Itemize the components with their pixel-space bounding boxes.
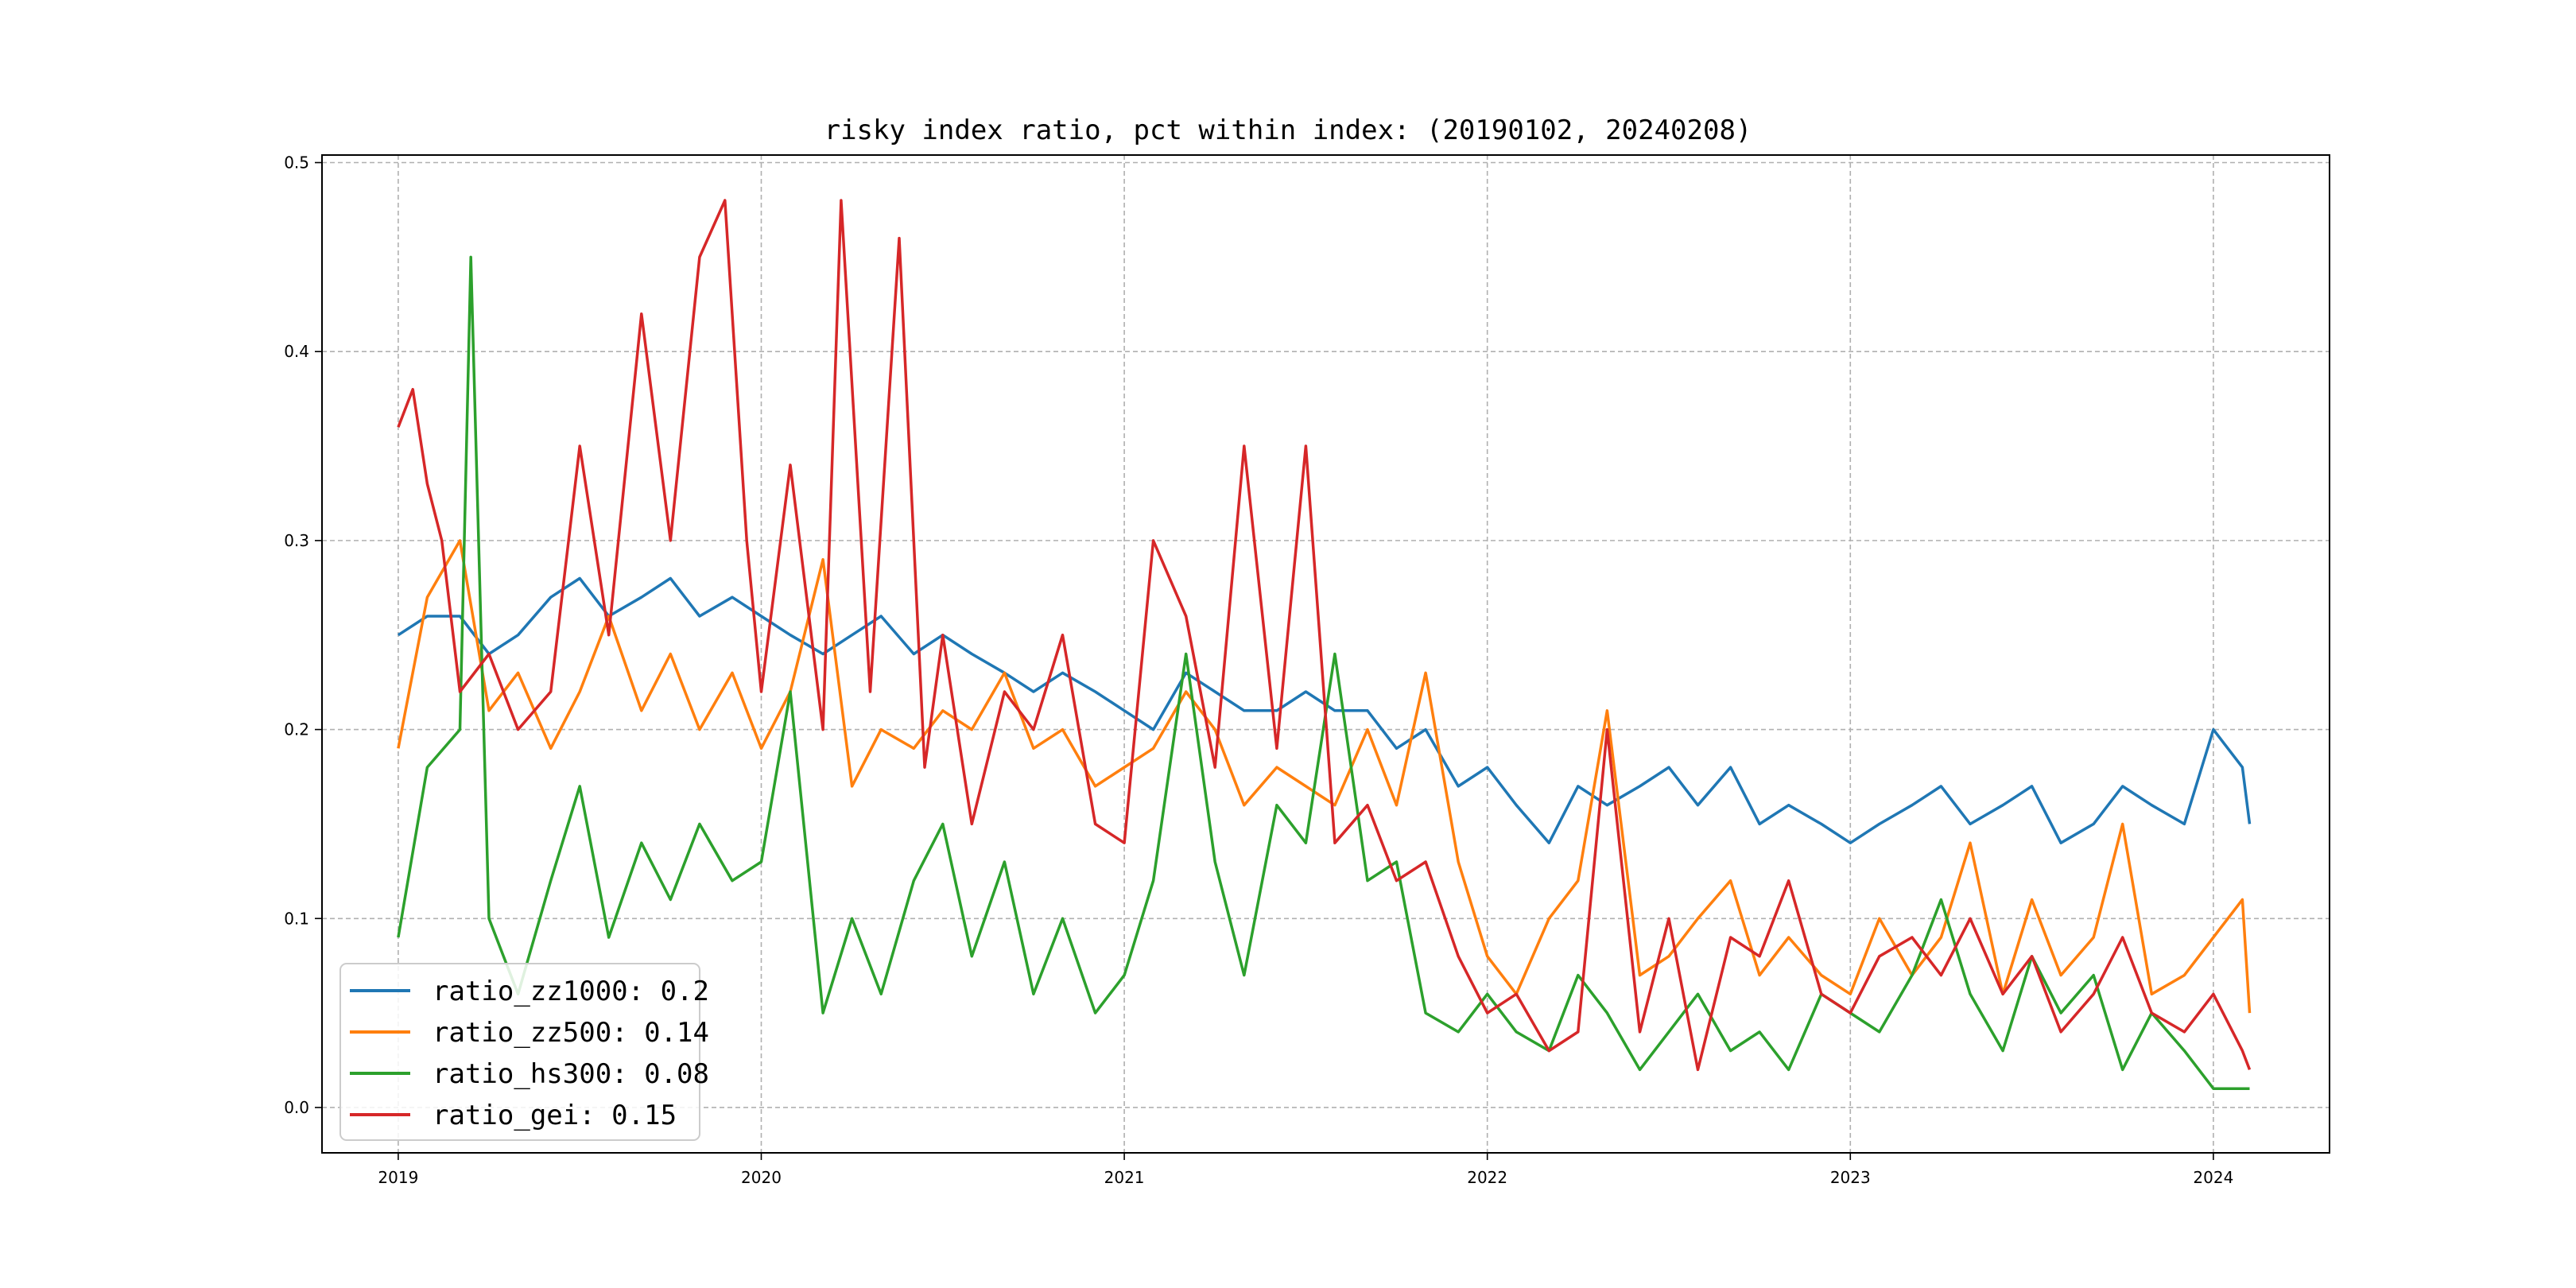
y-tick-label: 0.5: [284, 153, 309, 173]
series-lines: [397, 199, 2252, 1090]
legend-box: [339, 963, 700, 1141]
plot-frame: [321, 154, 2330, 1154]
series-line-ratio_zz500: [397, 539, 2252, 1014]
y-tick-label: 0.1: [284, 909, 309, 928]
legend-label-ratio_gei: ratio_gei: 0.15: [433, 1100, 677, 1131]
x-tick-label: 2021: [1104, 1168, 1145, 1187]
series-line-ratio_zz1000: [397, 576, 2252, 844]
x-tick-label: 2023: [1830, 1168, 1871, 1187]
x-tick-label: 2022: [1467, 1168, 1507, 1187]
legend-label-ratio_hs300: ratio_hs300: 0.08: [433, 1058, 709, 1090]
x-tick-label: 2020: [741, 1168, 782, 1187]
legend-label-ratio_zz1000: ratio_zz1000: 0.2: [433, 976, 709, 1007]
series-line-ratio_gei: [397, 199, 2252, 1072]
chart-title: risky index ratio, pct within index: (20…: [824, 114, 1752, 146]
x-tick-label: 2024: [2193, 1168, 2233, 1187]
legend-label-ratio_zz500: ratio_zz500: 0.14: [433, 1017, 709, 1049]
y-tick-label: 0.2: [284, 720, 309, 739]
axis-ticks: 2019 2020 2021 2022 2023 2024 0.0 0.1 0.2 0.3 0.4 0…: [284, 153, 2233, 1187]
legend: ratio_zz1000: 0.2 ratio_zz500: 0.14 ratio_…: [339, 963, 709, 1141]
y-tick-label: 0.4: [284, 342, 309, 361]
x-tick-label: 2019: [378, 1168, 418, 1187]
y-tick-label: 0.0: [284, 1098, 309, 1117]
y-tick-label: 0.3: [284, 531, 309, 550]
